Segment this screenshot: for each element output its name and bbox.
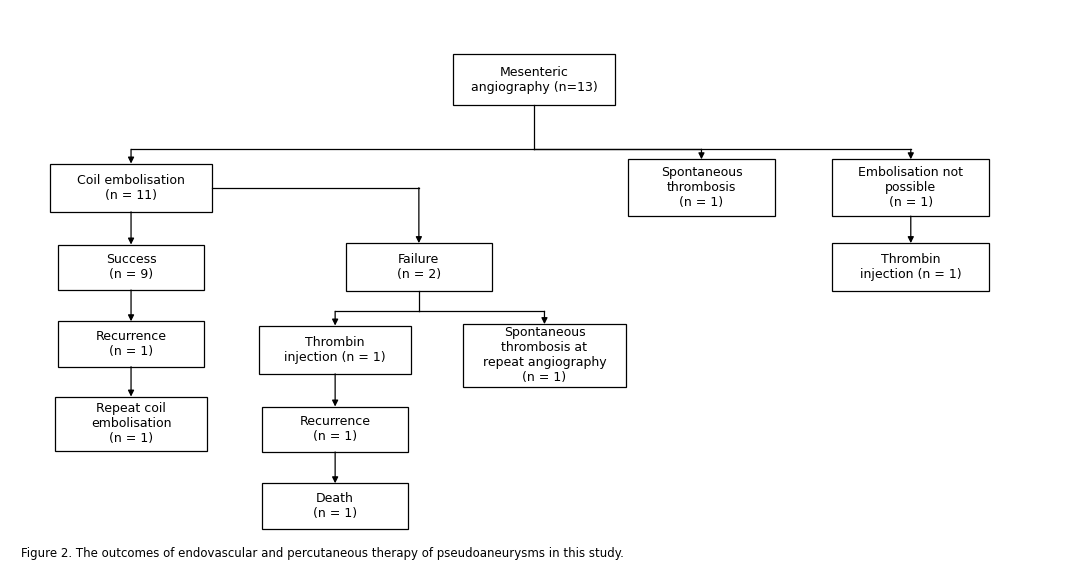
Text: Recurrence
(n = 1): Recurrence (n = 1) <box>95 330 167 358</box>
Text: Coil embolisation
(n = 11): Coil embolisation (n = 11) <box>77 173 185 202</box>
FancyBboxPatch shape <box>50 164 213 212</box>
FancyBboxPatch shape <box>832 160 989 216</box>
FancyBboxPatch shape <box>628 160 774 216</box>
Text: Death
(n = 1): Death (n = 1) <box>313 492 357 520</box>
FancyBboxPatch shape <box>464 324 626 387</box>
Text: Repeat coil
embolisation
(n = 1): Repeat coil embolisation (n = 1) <box>91 402 171 445</box>
FancyBboxPatch shape <box>346 243 492 291</box>
Text: Recurrence
(n = 1): Recurrence (n = 1) <box>300 415 371 443</box>
FancyBboxPatch shape <box>58 245 204 290</box>
Text: Spontaneous
thrombosis at
repeat angiography
(n = 1): Spontaneous thrombosis at repeat angiogr… <box>483 327 607 385</box>
Text: Mesenteric
angiography (n=13): Mesenteric angiography (n=13) <box>471 66 597 94</box>
FancyBboxPatch shape <box>453 54 615 105</box>
Text: Spontaneous
thrombosis
(n = 1): Spontaneous thrombosis (n = 1) <box>661 166 742 209</box>
Text: Failure
(n = 2): Failure (n = 2) <box>397 253 441 281</box>
Text: Embolisation not
possible
(n = 1): Embolisation not possible (n = 1) <box>859 166 963 209</box>
Text: Thrombin
injection (n = 1): Thrombin injection (n = 1) <box>284 336 386 364</box>
Text: Figure 2. The outcomes of endovascular and percutaneous therapy of pseudoaneurys: Figure 2. The outcomes of endovascular a… <box>21 547 624 560</box>
FancyBboxPatch shape <box>832 243 989 291</box>
FancyBboxPatch shape <box>58 321 204 367</box>
Text: Thrombin
injection (n = 1): Thrombin injection (n = 1) <box>860 253 961 281</box>
FancyBboxPatch shape <box>56 397 207 451</box>
FancyBboxPatch shape <box>262 483 408 529</box>
FancyBboxPatch shape <box>262 407 408 452</box>
Text: Success
(n = 9): Success (n = 9) <box>106 253 156 281</box>
FancyBboxPatch shape <box>260 325 411 374</box>
